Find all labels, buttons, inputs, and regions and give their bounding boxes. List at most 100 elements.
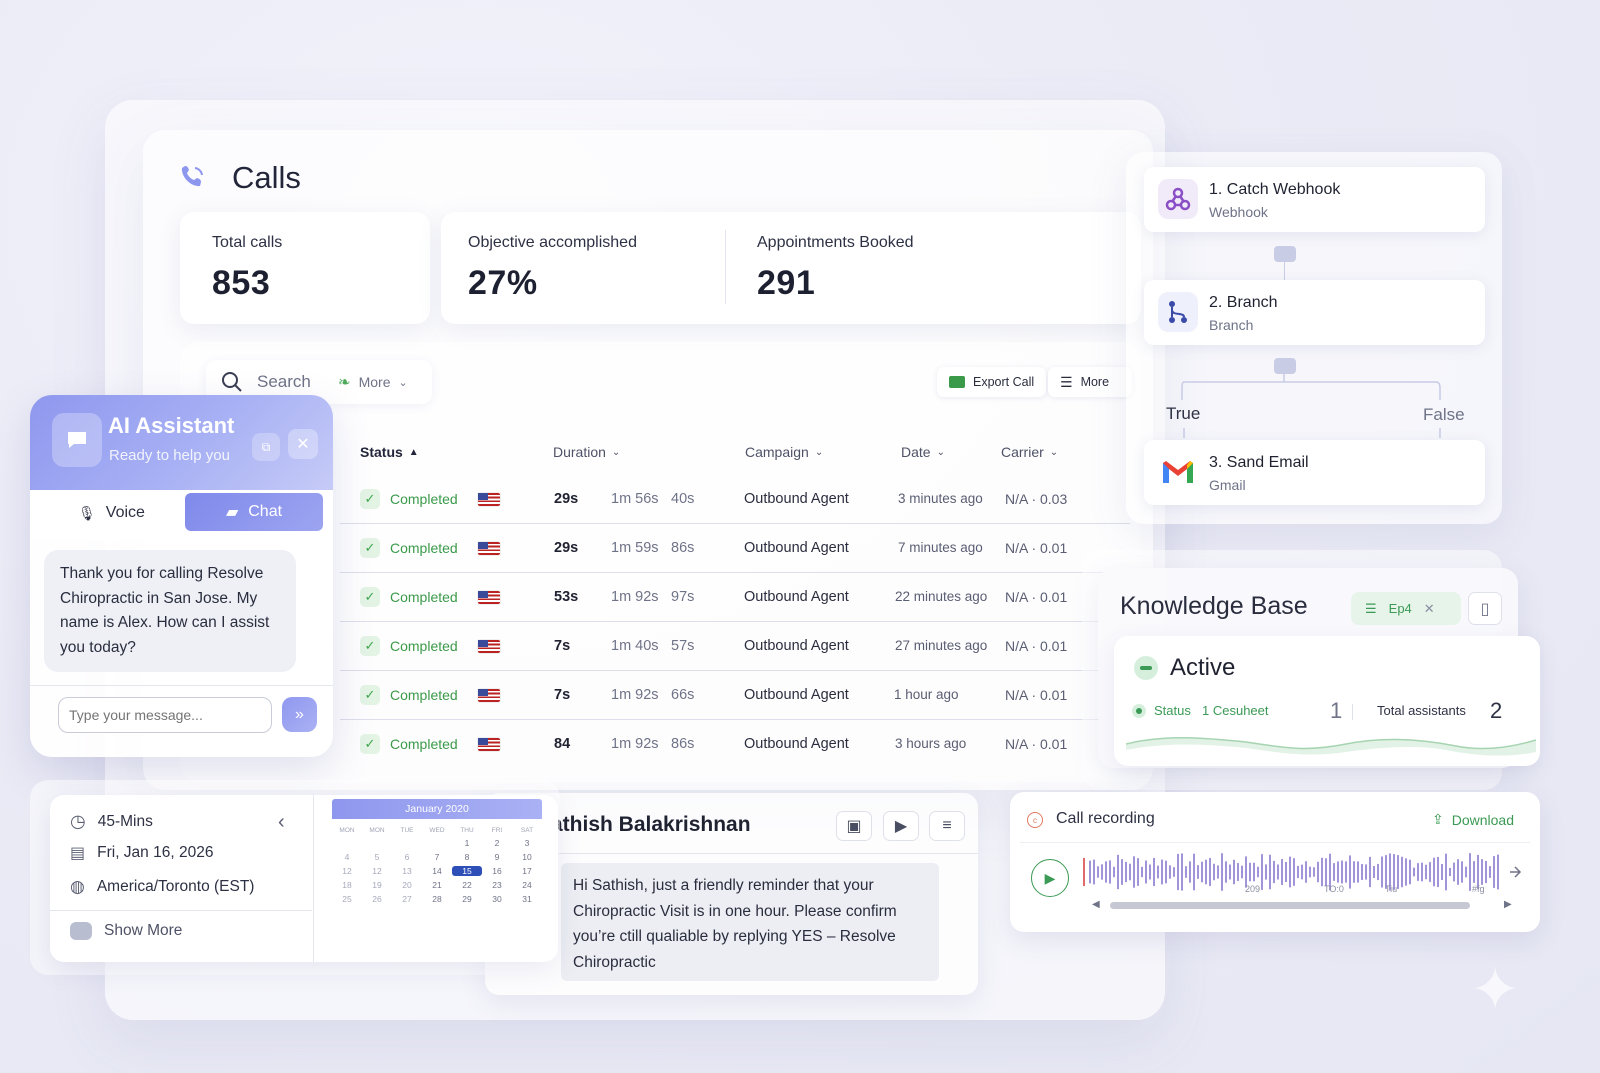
audio-waveform[interactable] bbox=[1082, 852, 1522, 892]
duration-detail: 1m 40s bbox=[611, 638, 659, 654]
header-carrier[interactable]: Carrier ⌄ bbox=[1001, 444, 1058, 460]
us-flag-icon bbox=[478, 640, 500, 653]
search-input[interactable]: Search bbox=[257, 372, 311, 391]
tab-chat[interactable]: ▰ Chat bbox=[185, 493, 323, 531]
chevron-left-icon[interactable]: ‹ bbox=[278, 811, 285, 833]
date: 7 minutes ago bbox=[898, 540, 983, 555]
more-filter-button[interactable]: ❧ More ⌄ bbox=[328, 363, 428, 401]
selected-day[interactable]: 15 bbox=[452, 866, 482, 876]
header-duration[interactable]: Duration ⌄ bbox=[553, 444, 620, 460]
stat-value: 853 bbox=[212, 264, 271, 302]
divider bbox=[30, 685, 333, 686]
active-icon bbox=[1134, 656, 1158, 680]
chevron-down-icon: ⌄ bbox=[814, 446, 824, 458]
kb-tag-label: Ep4 bbox=[1388, 601, 1412, 616]
show-more-button[interactable]: Show More bbox=[70, 922, 182, 940]
image-icon[interactable]: ▣ bbox=[836, 811, 872, 841]
stat-label: Objective accomplished bbox=[468, 234, 637, 251]
export-call-button[interactable]: Export Call bbox=[937, 367, 1047, 397]
header-campaign[interactable]: Campaign ⌄ bbox=[745, 444, 823, 460]
download-button[interactable]: ⇪ Download bbox=[1432, 811, 1514, 828]
campaign: Outbound Agent bbox=[744, 491, 849, 507]
connector-node bbox=[1274, 246, 1296, 262]
campaign: Outbound Agent bbox=[744, 736, 849, 752]
status-badge: Completed bbox=[390, 589, 458, 605]
scheduler-card: ◷ 45-Mins ‹ ▤ Fri, Jan 16, 2026 ◍ Americ… bbox=[50, 795, 558, 962]
step-subtitle: Webhook bbox=[1209, 204, 1268, 220]
divider bbox=[1352, 704, 1353, 720]
check-icon: ✓ bbox=[360, 734, 380, 754]
table-row[interactable]: ✓ Completed 84 1m 92s 86s Outbound Agent… bbox=[340, 720, 1130, 769]
weekday: TUE bbox=[400, 827, 414, 834]
weekday: WED bbox=[429, 827, 445, 834]
wave-label: Tiu bbox=[1385, 884, 1398, 894]
scroll-left-icon[interactable]: ◀ bbox=[1092, 899, 1100, 910]
duration-detail: 1m 56s bbox=[611, 491, 659, 507]
more-label: More bbox=[1080, 375, 1110, 389]
close-icon[interactable]: ✕ bbox=[1423, 600, 1435, 616]
table-row[interactable]: ✓ Completed 29s 1m 59s 86s Outbound Agen… bbox=[340, 524, 1130, 573]
table-row[interactable]: ✓ Completed 29s 1m 56s 40s Outbound Agen… bbox=[340, 475, 1130, 524]
branch-lines bbox=[1181, 374, 1441, 438]
expand-icon[interactable]: ⧉ bbox=[252, 433, 280, 461]
header-date[interactable]: Date ⌄ bbox=[901, 444, 945, 460]
workflow-step-email[interactable]: 3. Sand Email Gmail bbox=[1144, 440, 1485, 505]
more-button[interactable]: ☰ More bbox=[1048, 367, 1132, 397]
check-icon: ✓ bbox=[360, 685, 380, 705]
us-flag-icon bbox=[478, 542, 500, 555]
check-icon: ✓ bbox=[360, 489, 380, 509]
divider bbox=[50, 910, 312, 911]
chevron-down-icon: ⌄ bbox=[611, 446, 621, 458]
phone-icon bbox=[178, 162, 208, 192]
call-recording-card: c Call recording ⇪ Download ▶ 209 TO:0 T… bbox=[1010, 792, 1540, 932]
chevron-up-icon: ▲ bbox=[408, 446, 419, 458]
table-row[interactable]: ✓ Completed 7s 1m 40s 57s Outbound Agent… bbox=[340, 622, 1130, 671]
header-status[interactable]: Status ▲ bbox=[360, 444, 419, 460]
stat-label: Appointments Booked bbox=[757, 234, 914, 251]
workflow-step-branch[interactable]: 2. Branch Branch bbox=[1144, 280, 1485, 345]
wave-label: 209 bbox=[1245, 884, 1261, 894]
export-label: Export Call bbox=[973, 375, 1035, 389]
send-button[interactable]: » bbox=[282, 697, 317, 732]
table-row[interactable]: ✓ Completed 7s 1m 92s 66s Outbound Agent… bbox=[340, 671, 1130, 720]
kb-tag-chip[interactable]: ☰ Ep4 ✕ bbox=[1351, 592, 1461, 625]
status-badge: Completed bbox=[390, 540, 458, 556]
wave-label: TO:0 bbox=[1324, 884, 1344, 894]
document-icon[interactable]: ▯ bbox=[1468, 592, 1502, 625]
workflow-step-webhook[interactable]: 1. Catch Webhook Webhook bbox=[1144, 167, 1485, 232]
duration: 7s bbox=[554, 687, 571, 703]
message-input[interactable] bbox=[58, 697, 272, 733]
us-flag-icon bbox=[478, 738, 500, 751]
status-value: 1 Cesuheet bbox=[1202, 703, 1269, 718]
date: 3 minutes ago bbox=[898, 491, 983, 506]
audio-scrollbar[interactable] bbox=[1110, 902, 1470, 909]
timezone-item: ◍ America/Toronto (EST) bbox=[70, 877, 254, 897]
connector-node bbox=[1274, 358, 1296, 374]
duration: 53s bbox=[554, 589, 579, 605]
menu-icon[interactable]: ≡ bbox=[929, 811, 965, 841]
date: 22 minutes ago bbox=[895, 589, 988, 604]
sms-message: Hi Sathish, just a friendly reminder tha… bbox=[561, 863, 939, 981]
sparkle-icon: ✦ bbox=[1470, 956, 1521, 1023]
stat-label: Total calls bbox=[212, 234, 283, 251]
tab-voice[interactable]: 🎙 Voice bbox=[78, 504, 145, 522]
gmail-icon bbox=[1158, 452, 1198, 492]
date-item: ▤ Fri, Jan 16, 2026 bbox=[70, 843, 213, 863]
close-icon[interactable]: ✕ bbox=[288, 429, 318, 459]
campaign: Outbound Agent bbox=[744, 687, 849, 703]
stat-value: 27% bbox=[468, 264, 538, 302]
weekday: MON bbox=[339, 827, 355, 834]
video-icon[interactable]: ▶ bbox=[883, 811, 919, 841]
tab-voice-label: Voice bbox=[105, 504, 145, 521]
calendar-icon: ▤ bbox=[70, 845, 86, 862]
scroll-right-icon[interactable]: ▶ bbox=[1504, 899, 1512, 910]
weekday: MON bbox=[369, 827, 385, 834]
duration: 29s bbox=[554, 491, 579, 507]
contact-name: athish Balakrishnan bbox=[551, 813, 751, 836]
play-button[interactable]: ▶ bbox=[1031, 859, 1069, 897]
status-badge: Completed bbox=[390, 736, 458, 752]
table-row[interactable]: ✓ Completed 53s 1m 92s 97s Outbound Agen… bbox=[340, 573, 1130, 622]
duration-detail: 97s bbox=[671, 589, 695, 605]
